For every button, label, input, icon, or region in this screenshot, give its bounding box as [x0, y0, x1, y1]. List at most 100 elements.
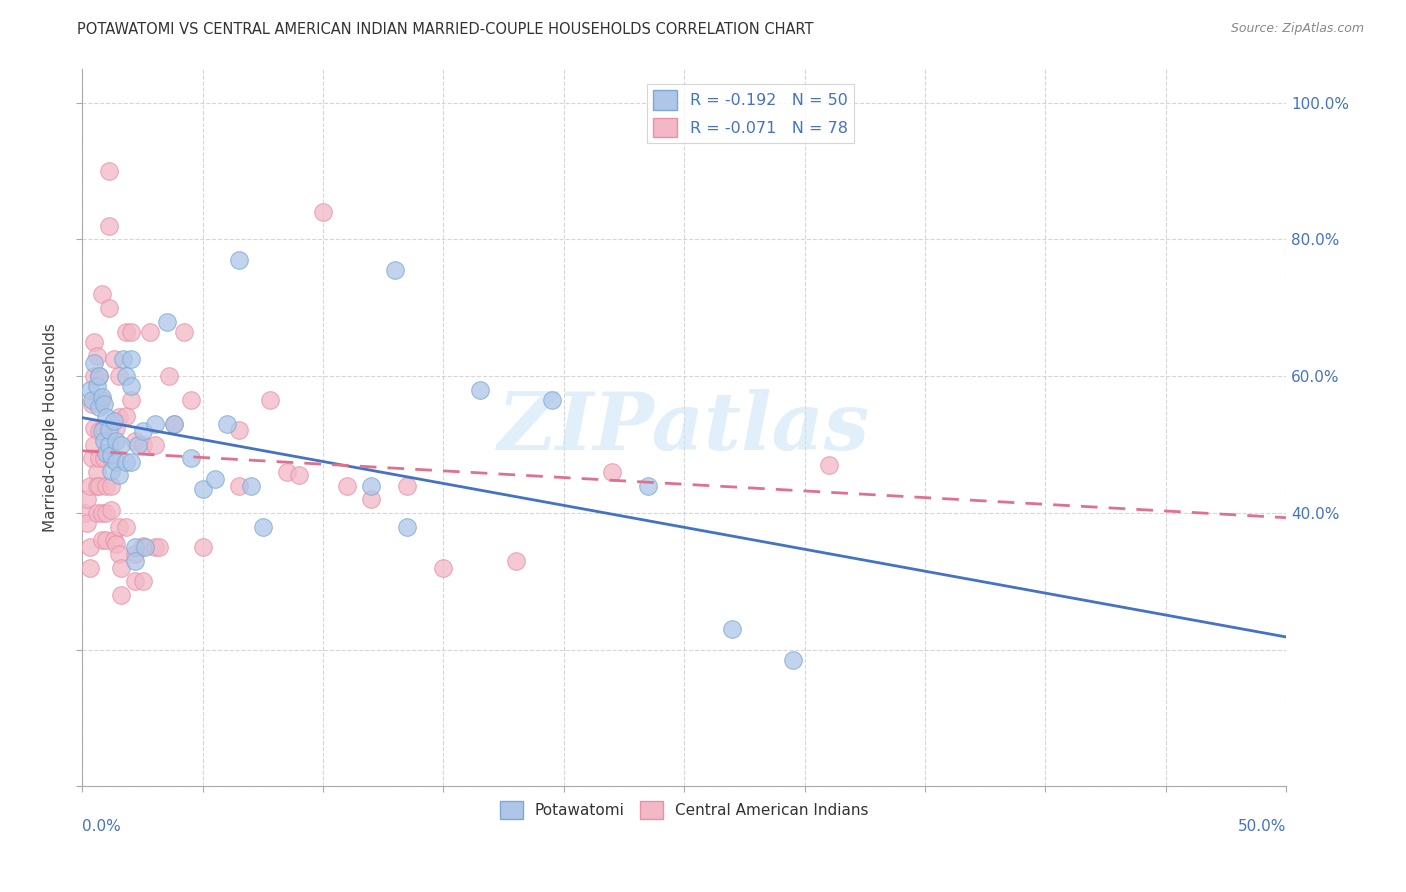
Point — [112, 352, 135, 367]
Point — [83, 369, 105, 384]
Point — [89, 369, 111, 384]
Point — [86, 506, 108, 520]
Point — [540, 393, 562, 408]
Point — [131, 437, 153, 451]
Point — [782, 653, 804, 667]
Point — [134, 540, 156, 554]
Y-axis label: Married-couple Households: Married-couple Households — [44, 323, 58, 532]
Point — [157, 369, 180, 384]
Point — [86, 465, 108, 479]
Point — [97, 301, 120, 315]
Point — [93, 434, 115, 449]
Point — [90, 287, 112, 301]
Point — [86, 478, 108, 492]
Point — [80, 451, 103, 466]
Point — [107, 547, 129, 561]
Point — [96, 446, 118, 460]
Point — [114, 519, 136, 533]
Point — [89, 478, 111, 492]
Point — [817, 458, 839, 472]
Point — [180, 451, 202, 466]
Point — [120, 393, 142, 408]
Point — [468, 383, 491, 397]
Point — [93, 451, 115, 466]
Point — [96, 410, 118, 425]
Point — [83, 355, 105, 369]
Point — [105, 420, 128, 434]
Point — [93, 420, 115, 434]
Point — [276, 465, 298, 479]
Point — [139, 325, 162, 339]
Legend: Potawatomi, Central American Indians: Potawatomi, Central American Indians — [494, 795, 875, 825]
Point — [103, 352, 125, 367]
Point — [97, 437, 120, 451]
Point — [124, 540, 146, 554]
Point — [191, 540, 214, 554]
Point — [110, 437, 132, 451]
Point — [76, 492, 98, 507]
Point — [120, 455, 142, 469]
Point — [107, 519, 129, 533]
Point — [90, 424, 112, 438]
Point — [396, 519, 419, 533]
Point — [600, 465, 623, 479]
Point — [96, 506, 118, 520]
Point — [143, 417, 166, 431]
Point — [100, 464, 122, 478]
Point — [105, 537, 128, 551]
Point — [204, 472, 226, 486]
Point — [360, 492, 382, 507]
Point — [73, 506, 96, 520]
Point — [97, 423, 120, 437]
Point — [124, 554, 146, 568]
Point — [89, 369, 111, 384]
Point — [131, 424, 153, 438]
Point — [100, 502, 122, 516]
Point — [97, 164, 120, 178]
Point — [396, 478, 419, 492]
Point — [336, 478, 359, 492]
Point — [79, 383, 101, 397]
Point — [107, 410, 129, 425]
Text: 0.0%: 0.0% — [83, 819, 121, 834]
Point — [110, 560, 132, 574]
Point — [148, 540, 170, 554]
Point — [120, 325, 142, 339]
Point — [107, 468, 129, 483]
Point — [76, 516, 98, 531]
Point — [163, 417, 186, 431]
Point — [105, 455, 128, 469]
Point — [83, 334, 105, 349]
Point — [100, 478, 122, 492]
Point — [79, 478, 101, 492]
Point — [432, 560, 454, 574]
Point — [83, 437, 105, 451]
Point — [105, 434, 128, 449]
Point — [259, 393, 281, 408]
Point — [173, 325, 195, 339]
Point — [89, 424, 111, 438]
Point — [100, 451, 122, 466]
Point — [252, 519, 274, 533]
Point — [228, 478, 250, 492]
Point — [79, 560, 101, 574]
Point — [103, 533, 125, 548]
Point — [79, 540, 101, 554]
Point — [637, 478, 659, 492]
Text: 50.0%: 50.0% — [1237, 819, 1286, 834]
Point — [97, 219, 120, 233]
Point — [239, 478, 262, 492]
Point — [86, 349, 108, 363]
Point — [90, 393, 112, 408]
Point — [93, 396, 115, 410]
Point — [143, 540, 166, 554]
Point — [90, 390, 112, 404]
Point — [131, 539, 153, 553]
Point — [83, 420, 105, 434]
Point — [103, 414, 125, 428]
Point — [89, 400, 111, 414]
Point — [228, 423, 250, 437]
Point — [114, 455, 136, 469]
Text: ZIPatlas: ZIPatlas — [498, 389, 870, 467]
Point — [90, 533, 112, 548]
